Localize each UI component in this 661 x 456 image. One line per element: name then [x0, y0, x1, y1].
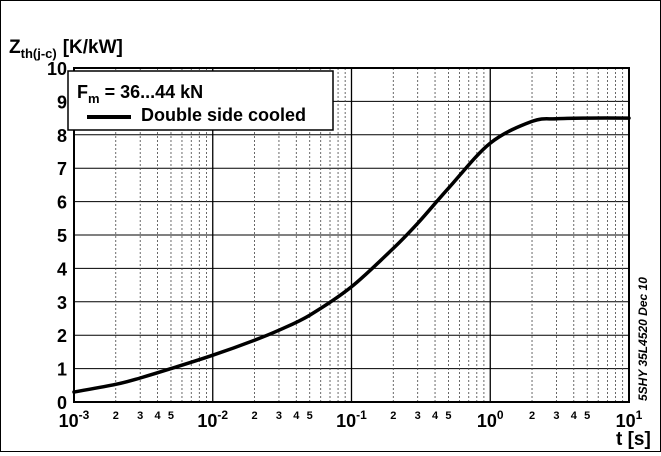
plot-area	[73, 67, 630, 403]
x-tick-label-major: 101	[616, 408, 643, 431]
x-tick-label-minor: 3	[137, 410, 143, 422]
x-tick-label-major: 100	[477, 408, 504, 431]
y-tick-label: 6	[57, 193, 67, 213]
y-tick-label: 0	[57, 393, 67, 413]
y-tick-label: 5	[57, 226, 67, 246]
y-tick-label: 7	[57, 159, 67, 179]
y-tick-label: 9	[57, 92, 67, 112]
x-tick-label-minor: 3	[553, 410, 559, 422]
x-tick-label-minor: 4	[293, 410, 300, 422]
x-tick-label-minor: 5	[445, 410, 451, 422]
x-tick-label-minor: 2	[251, 410, 257, 422]
x-tick-label-minor: 2	[529, 410, 535, 422]
legend-title: Fm = 36...44 kN	[77, 82, 203, 106]
x-tick-label-minor: 3	[415, 410, 421, 422]
series-line-double-side-cooled	[72, 116, 631, 394]
x-tick-label-major: 10-3	[59, 408, 90, 431]
x-tick-label-minor: 5	[584, 410, 590, 422]
legend-box	[67, 70, 334, 131]
y-tick-label: 2	[57, 326, 67, 346]
x-tick-label-minor: 3	[276, 410, 282, 422]
y-tick-label: 1	[57, 360, 67, 380]
y-tick-label: 3	[57, 293, 67, 313]
x-tick-label-minor: 2	[390, 410, 396, 422]
x-tick-label-minor: 4	[571, 410, 578, 422]
x-axis-title: t [s]	[616, 429, 651, 450]
y-tick-label: 10	[47, 59, 67, 79]
x-tick-label-minor: 4	[432, 410, 439, 422]
y-axis-title: Zth(j-c) [K/kW]	[9, 37, 123, 61]
y-tick-label: 8	[57, 126, 67, 146]
x-tick-label-major: 10-2	[197, 408, 228, 431]
side-note: 5SHY 35L4520 Dec 10	[636, 277, 650, 401]
x-tick-label-major: 10-1	[336, 408, 367, 431]
legend: Fm = 36...44 kN Double side cooled	[67, 70, 334, 131]
x-tick-label-minor: 5	[307, 410, 313, 422]
legend-series-label: Double side cooled	[141, 105, 306, 125]
x-tick-label-minor: 2	[113, 410, 119, 422]
x-tick-label-minor: 4	[154, 410, 161, 422]
y-tick-label: 4	[57, 259, 67, 279]
x-tick-label-minor: 5	[168, 410, 174, 422]
